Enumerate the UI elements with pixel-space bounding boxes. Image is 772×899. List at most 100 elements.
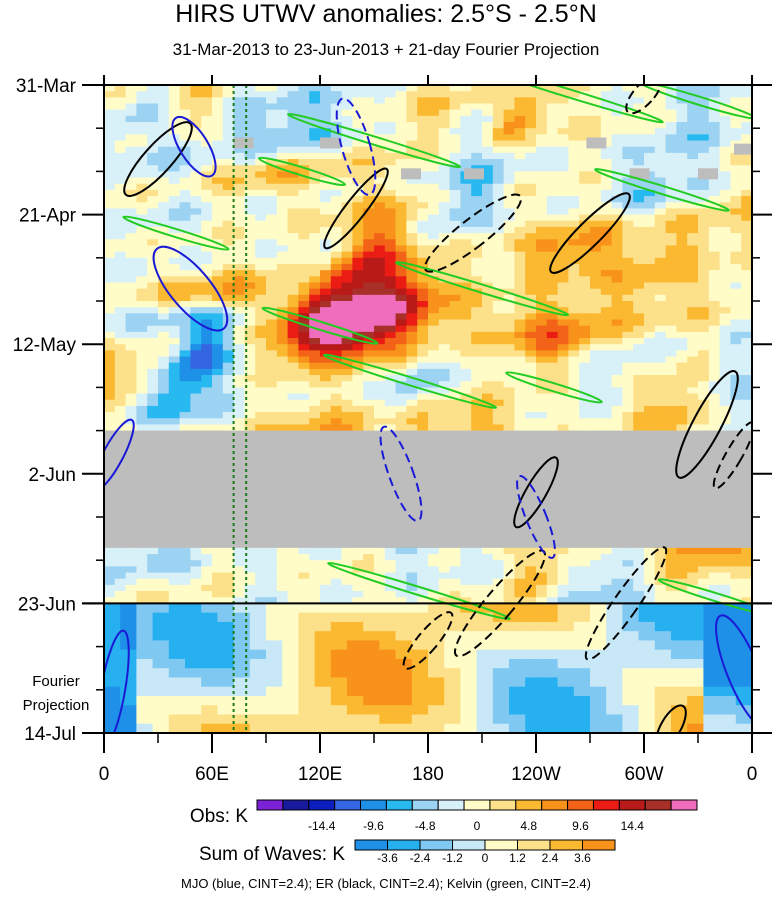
mjo-contour: [335, 97, 377, 196]
er-contour: [323, 167, 389, 250]
obs-colorbar-swatch: [411, 799, 439, 811]
kelvin-contour: [480, 85, 664, 124]
waves-colorbar-title: Sum of Waves: K: [199, 844, 345, 865]
er-contour: [675, 370, 739, 479]
x-tick-label: 180: [412, 764, 444, 785]
obs-colorbar-swatch: [644, 799, 672, 811]
mjo-contour: [715, 614, 752, 729]
chart-title: HIRS UTWV anomalies: 2.5°S - 2.5°N: [175, 0, 597, 28]
waves-colorbar-swatch: [549, 839, 583, 851]
mjo-contour: [171, 115, 217, 178]
obs-colorbar-swatch: [334, 799, 362, 811]
y-tick-label: 14-Jul: [24, 724, 76, 745]
obs-colorbar-label: -9.6: [363, 819, 384, 833]
kelvin-contour: [394, 261, 570, 317]
obs-colorbar-label: -14.4: [308, 819, 336, 833]
obs-colorbar-swatch: [385, 799, 413, 811]
obs-colorbar-label: 4.8: [520, 819, 537, 833]
chart-subtitle: 31-Mar-2013 to 23-Jun-2013 + 21-day Four…: [172, 40, 600, 59]
waves-colorbar-swatch: [354, 839, 388, 851]
obs-colorbar-swatch: [256, 799, 284, 811]
waves-colorbar-label: 2.4: [542, 851, 559, 865]
projection-label: Projection: [23, 697, 90, 714]
y-tick-label: 23-Jun: [18, 594, 76, 615]
er-contour: [423, 193, 523, 273]
obs-colorbar-title: Obs: K: [190, 806, 248, 827]
obs-colorbar-swatch: [618, 799, 646, 811]
obs-colorbar-swatch: [567, 799, 594, 811]
wave-contours: [104, 85, 752, 733]
y-tick-label: 12-May: [13, 335, 77, 356]
obs-colorbar-swatch: [541, 799, 569, 811]
waves-colorbar-swatch: [582, 839, 616, 851]
x-tick-label: 0: [99, 764, 110, 785]
missing-data-speck: [698, 168, 718, 180]
mjo-contour: [516, 475, 556, 559]
kelvin-contour: [322, 353, 498, 409]
obs-colorbar-swatch: [489, 799, 517, 811]
missing-data-speck: [320, 137, 340, 149]
obs-colorbar-swatch: [463, 799, 491, 811]
er-contour: [549, 192, 631, 274]
kelvin-contour: [122, 215, 230, 251]
kelvin-contour: [327, 562, 511, 621]
missing-data-speck: [233, 137, 254, 149]
obs-colorbar-label: 0: [474, 819, 481, 833]
obs-colorbar-swatch: [308, 799, 336, 811]
x-tick-label: 60W: [624, 764, 663, 785]
kelvin-contour: [257, 156, 347, 187]
kelvin-contour: [639, 85, 752, 120]
missing-data-speck: [401, 168, 421, 180]
waves-colorbar-swatch: [387, 839, 421, 851]
y-tick-label: 31-Mar: [16, 76, 77, 97]
missing-data-band: [104, 430, 752, 548]
waves-colorbar-label: -3.6: [377, 851, 398, 865]
overlay-caption: MJO (blue, CINT=2.4); ER (black, CINT=2.…: [181, 876, 591, 891]
er-contour: [655, 704, 687, 733]
waves-colorbar-label: 0: [482, 851, 489, 865]
obs-colorbar-swatch: [515, 799, 543, 811]
kelvin-contour: [261, 306, 379, 345]
x-tick-label: 120W: [511, 764, 561, 785]
er-contour: [123, 121, 193, 197]
kelvin-contour: [657, 578, 752, 617]
waves-colorbar-label: -2.4: [410, 851, 431, 865]
waves-colorbar-label: -1.2: [442, 851, 463, 865]
y-tick-label: 2-Jun: [28, 465, 76, 486]
kelvin-contour: [286, 112, 462, 169]
waves-colorbar-swatch: [419, 839, 453, 851]
x-tick-label: 0: [747, 764, 758, 785]
y-tick-label: 21-Apr: [19, 206, 77, 227]
kelvin-contour: [505, 371, 603, 404]
waves-colorbar-label: 3.6: [574, 851, 591, 865]
er-contour: [513, 456, 559, 529]
er-contour: [712, 421, 752, 490]
missing-data-speck: [629, 168, 650, 180]
x-tick-label: 120E: [298, 764, 342, 785]
anomaly-field: [104, 85, 752, 733]
obs-colorbar-label: -4.8: [415, 819, 436, 833]
projection-label: Fourier: [32, 673, 80, 690]
obs-colorbar-swatch: [282, 799, 310, 811]
waves-colorbar-swatch: [452, 839, 486, 851]
er-contour: [402, 611, 454, 670]
missing-data-speck: [734, 143, 752, 155]
obs-colorbar-label: 14.4: [621, 819, 645, 833]
er-contour: [584, 546, 668, 661]
mjo-contour: [379, 425, 423, 522]
obs-colorbar-swatch: [670, 799, 698, 811]
obs-colorbar-swatch: [437, 799, 465, 811]
mjo-contour: [152, 245, 229, 332]
obs-colorbar-swatch: [592, 799, 620, 811]
waves-colorbar-label: 1.2: [509, 851, 526, 865]
mjo-contour: [104, 629, 130, 733]
waves-colorbar-swatch: [484, 839, 518, 851]
obs-colorbar-swatch: [360, 799, 387, 811]
waves-colorbar-swatch: [517, 839, 551, 851]
missing-data-speck: [464, 168, 484, 180]
missing-data-speck: [586, 137, 607, 149]
kelvin-contour: [594, 168, 730, 212]
obs-colorbar-label: 9.6: [572, 819, 589, 833]
x-tick-label: 60E: [195, 764, 229, 785]
